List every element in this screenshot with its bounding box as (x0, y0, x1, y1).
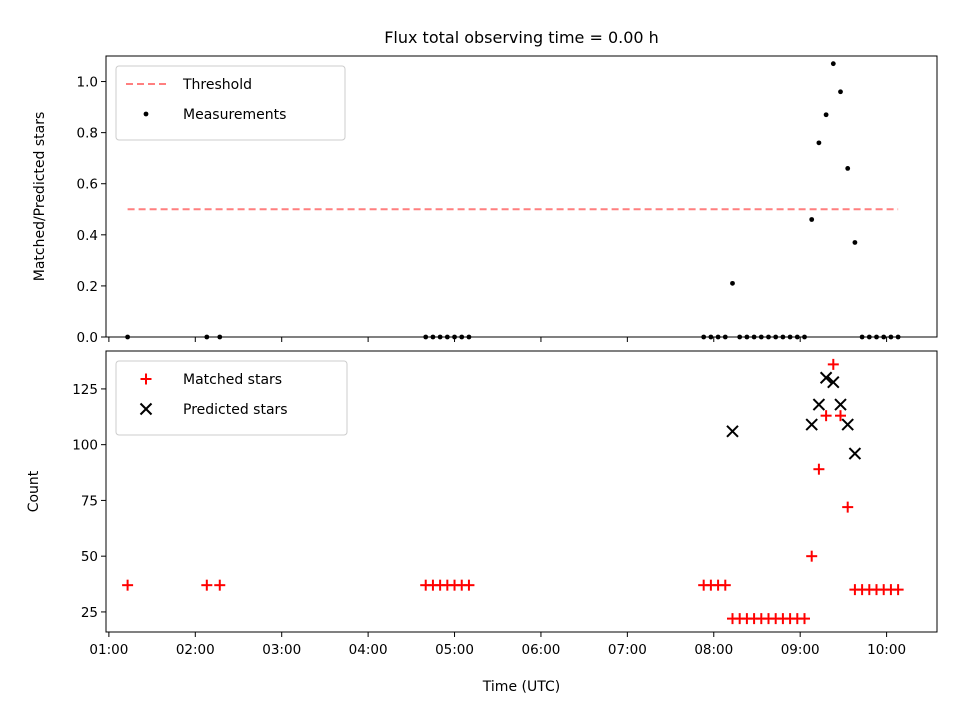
data-point (835, 410, 847, 422)
legend-label: Predicted stars (183, 402, 288, 418)
plot-frame (105, 350, 938, 633)
data-point (827, 376, 840, 389)
data-point (813, 463, 825, 475)
data-point (820, 410, 832, 422)
data-point (805, 418, 818, 431)
data-point-b (848, 447, 862, 460)
legend-handle (139, 402, 153, 416)
data-point-b (805, 418, 818, 431)
data-point (842, 501, 854, 513)
y-tick-label: 100 (72, 438, 98, 454)
data-point (819, 371, 833, 384)
legend: Threshold Measurements (115, 65, 346, 141)
x-tick-label: 04:00 (349, 642, 388, 658)
y-tick-label: 125 (72, 382, 98, 398)
x-tick-label: 09:00 (781, 642, 820, 658)
data-point (214, 579, 226, 591)
y-tick-label: 1.0 (77, 75, 98, 91)
data-point (726, 425, 739, 438)
x-tick-label: 02:00 (176, 642, 215, 658)
data-point-b (812, 398, 826, 411)
data-point-b (834, 398, 847, 411)
legend-box (115, 65, 346, 141)
panel-0: Flux total observing time = 0.00 h 0.0 0.2… (32, 28, 938, 346)
legend-handle (140, 373, 152, 385)
data-point (806, 550, 818, 562)
data-point (830, 61, 836, 67)
y-tick-label: 25 (81, 605, 98, 621)
data-point (838, 89, 843, 95)
data-point (201, 579, 213, 591)
legend: Matched stars Predicted stars (115, 360, 348, 436)
data-point (812, 398, 826, 411)
y-tick-label: 0.8 (77, 126, 98, 142)
data-point (730, 280, 735, 286)
y-tick-label: 0.2 (77, 279, 98, 295)
plot-frame (105, 55, 938, 338)
legend-handle-b (139, 402, 153, 416)
data-point (823, 112, 829, 118)
data-point-b (827, 376, 840, 389)
data-point (892, 584, 904, 596)
y-tick-label: 0.4 (77, 228, 98, 244)
legend-box (115, 360, 348, 436)
x-tick-label: 06:00 (521, 642, 560, 658)
data-point-b (819, 371, 833, 384)
x-tick-label: 10:00 (867, 642, 906, 658)
x-tick-label: 07:00 (608, 642, 647, 658)
data-point (852, 240, 858, 245)
x-axis-label: Time (UTC) (482, 679, 560, 695)
data-point (719, 579, 731, 591)
x-tick-label: 03:00 (262, 642, 301, 658)
y-tick-label: 0.6 (77, 177, 98, 193)
chart-title: Flux total observing time = 0.00 h (384, 28, 659, 47)
data-point (799, 613, 811, 625)
data-point (809, 217, 815, 222)
legend-label: Threshold (182, 77, 252, 93)
y-axis-label: Matched/Predicted stars (32, 112, 48, 282)
data-point (122, 579, 134, 591)
data-point (827, 358, 839, 370)
data-point (834, 398, 847, 411)
y-tick-label: 50 (81, 549, 98, 565)
legend-label: Measurements (183, 107, 286, 123)
panel-1: 25 50 75 100 125 01:00 02:00 03:00 04:00 05:00 06:… (26, 350, 938, 695)
data-point (463, 579, 475, 591)
x-tick-label: 01:00 (89, 642, 128, 658)
legend-label: Matched stars (183, 372, 282, 388)
series-matched-stars (122, 358, 904, 625)
data-point (845, 166, 851, 171)
data-point (841, 418, 854, 431)
y-axis-label: Count (26, 470, 42, 512)
x-tick-label: 08:00 (694, 642, 733, 658)
data-point (848, 447, 862, 460)
legend-handle (143, 111, 149, 117)
series-predicted-stars (726, 371, 862, 460)
y-tick-label: 0.0 (77, 330, 98, 346)
data-point-b (841, 418, 854, 431)
y-tick-label: 75 (81, 493, 98, 509)
data-point-b (726, 425, 739, 438)
data-point (816, 140, 822, 146)
x-tick-label: 05:00 (435, 642, 474, 658)
